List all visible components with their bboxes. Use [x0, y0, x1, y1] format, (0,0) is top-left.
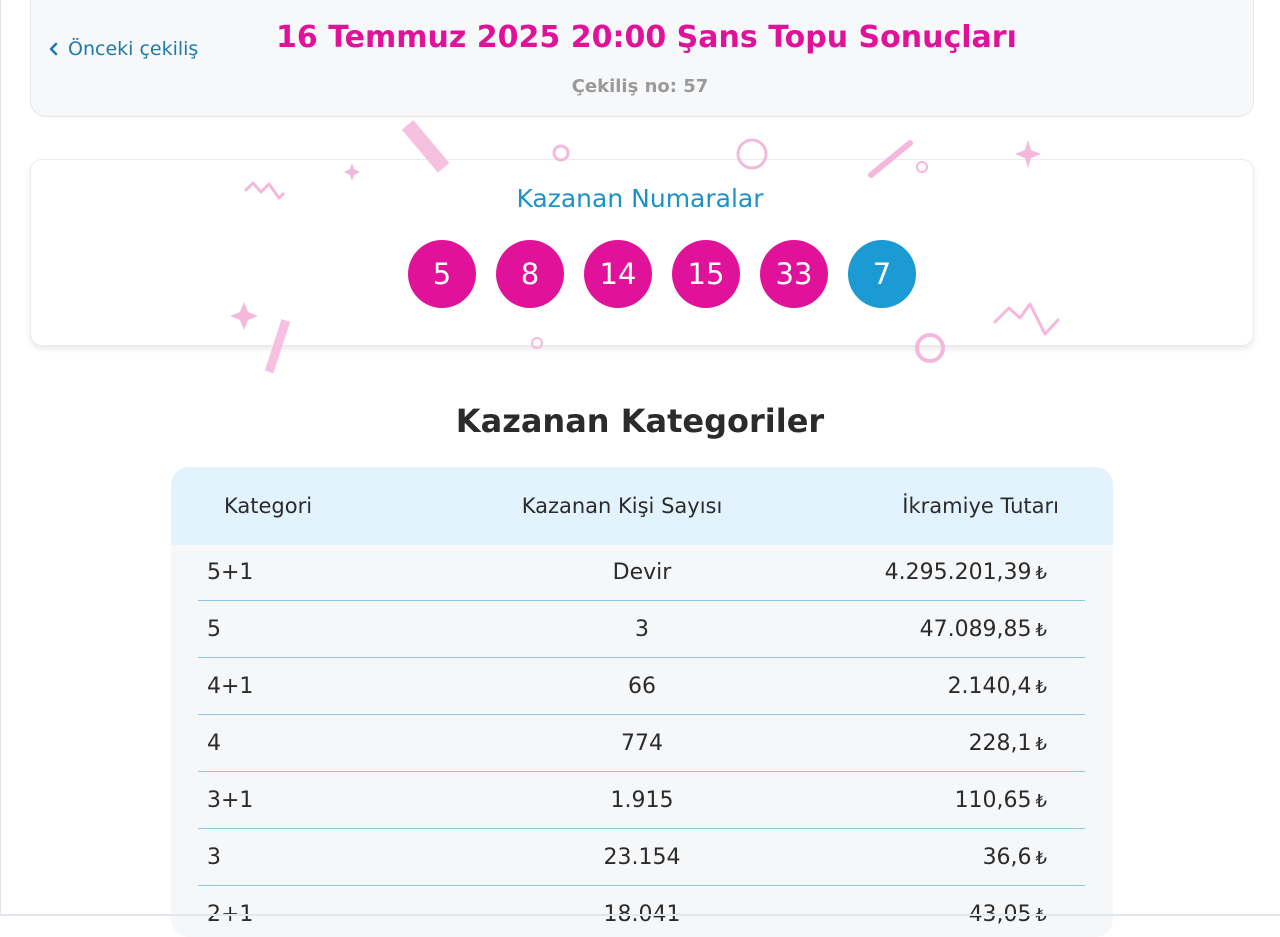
number-ball: 5: [408, 240, 476, 308]
page-title: 16 Temmuz 2025 20:00 Şans Topu Sonuçları: [276, 20, 1017, 55]
winners-cell: 3: [635, 617, 649, 642]
left-border: [0, 0, 1, 916]
prize-value: 110,65: [954, 788, 1032, 813]
winners-cell: 66: [628, 674, 656, 699]
number-ball: 33: [760, 240, 828, 308]
prize-cell: 36,6 ₺: [983, 845, 1047, 870]
prize-cell: 110,65 ₺: [955, 788, 1047, 813]
prize-value: 4.295.201,39: [884, 560, 1032, 585]
previous-draw-label: Önceki çekiliş: [68, 38, 199, 60]
lira-symbol: ₺: [1035, 791, 1047, 812]
lira-symbol: ₺: [1035, 848, 1047, 869]
categories-title: Kazanan Kategoriler: [455, 402, 825, 440]
prize-cell: 228,1 ₺: [969, 731, 1047, 756]
number-ball: 15: [672, 240, 740, 308]
category-cell: 5+1: [207, 560, 254, 585]
category-cell: 3+1: [207, 788, 254, 813]
table-row: 2+1 18.041 43,05₺: [198, 887, 1085, 937]
number-ball: 14: [584, 240, 652, 308]
winning-numbers: 5 8 14 15 33 7: [408, 240, 918, 308]
table-row: 5+1 Devir 4.295.201,39 ₺: [198, 545, 1085, 601]
draw-number: Çekiliş no: 57: [571, 76, 709, 97]
category-cell: 4+1: [207, 674, 254, 699]
column-header-winners: Kazanan Kişi Sayısı: [521, 494, 723, 518]
draw-header-card: [30, 0, 1254, 117]
category-cell: 3: [207, 845, 221, 870]
prize-cell: 4.295.201,39 ₺: [885, 560, 1047, 585]
winning-numbers-title: Kazanan Numaralar: [516, 184, 764, 213]
lira-symbol: ₺: [1035, 677, 1047, 698]
winners-cell: 23.154: [603, 845, 681, 870]
column-header-category: Kategori: [224, 494, 313, 518]
category-cell: 5: [207, 617, 221, 642]
number-ball: 8: [496, 240, 564, 308]
table-row: 4 774 228,1 ₺: [198, 716, 1085, 772]
winners-cell: Devir: [612, 560, 672, 585]
bottom-border: [0, 914, 1280, 916]
bonus-ball: 7: [848, 240, 916, 308]
chevron-left-icon: [49, 42, 58, 56]
prize-value: 2.140,4: [947, 674, 1032, 699]
lira-symbol: ₺: [1035, 620, 1047, 641]
lira-symbol: ₺: [1035, 563, 1047, 584]
table-row: 3+1 1.915 110,65 ₺: [198, 773, 1085, 829]
prize-cell: 47.089,85 ₺: [920, 617, 1047, 642]
table-row: 5 3 47.089,85 ₺: [198, 602, 1085, 658]
prize-value: 228,1: [968, 731, 1032, 756]
table-row: 4+1 66 2.140,4 ₺: [198, 659, 1085, 715]
prize-table: Kategori Kazanan Kişi Sayısı İkramiye Tu…: [171, 467, 1113, 937]
column-header-prize: İkramiye Tutarı: [902, 494, 1059, 518]
previous-draw-link[interactable]: Önceki çekiliş: [48, 37, 198, 61]
table-header: Kategori Kazanan Kişi Sayısı İkramiye Tu…: [171, 467, 1113, 545]
winners-cell: 774: [621, 731, 663, 756]
lira-symbol: ₺: [1035, 734, 1047, 755]
prize-cell: 2.140,4 ₺: [948, 674, 1047, 699]
prize-value: 36,6: [982, 845, 1032, 870]
category-cell: 4: [207, 731, 221, 756]
prize-value: 47.089,85: [919, 617, 1032, 642]
winners-cell: 1.915: [610, 788, 674, 813]
table-row: 3 23.154 36,6 ₺: [198, 830, 1085, 886]
